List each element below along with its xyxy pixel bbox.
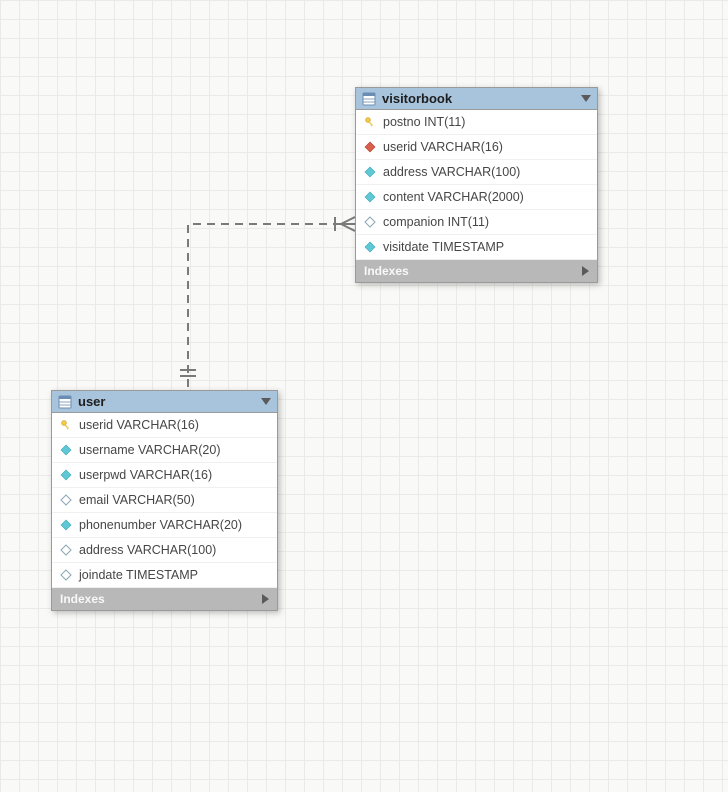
- nullable-icon: [364, 216, 376, 228]
- column-label: username VARCHAR(20): [79, 443, 220, 457]
- nullable-icon: [60, 544, 72, 556]
- not-null-icon: [364, 241, 376, 253]
- primary-key-icon: [60, 419, 72, 431]
- indexes-label: Indexes: [364, 264, 409, 278]
- column-label: postno INT(11): [383, 115, 465, 129]
- column-label: address VARCHAR(100): [79, 543, 216, 557]
- collapse-icon[interactable]: [261, 398, 271, 405]
- column-row[interactable]: userpwd VARCHAR(16): [52, 463, 277, 488]
- column-label: userid VARCHAR(16): [383, 140, 503, 154]
- column-label: visitdate TIMESTAMP: [383, 240, 504, 254]
- column-label: email VARCHAR(50): [79, 493, 195, 507]
- column-label: phonenumber VARCHAR(20): [79, 518, 242, 532]
- entity-header[interactable]: visitorbook: [356, 88, 597, 110]
- column-label: companion INT(11): [383, 215, 489, 229]
- column-label: userpwd VARCHAR(16): [79, 468, 212, 482]
- column-row[interactable]: visitdate TIMESTAMP: [356, 235, 597, 260]
- column-row[interactable]: userid VARCHAR(16): [356, 135, 597, 160]
- column-label: address VARCHAR(100): [383, 165, 520, 179]
- table-icon: [58, 395, 72, 409]
- nullable-icon: [60, 494, 72, 506]
- not-null-icon: [364, 191, 376, 203]
- column-row[interactable]: content VARCHAR(2000): [356, 185, 597, 210]
- indexes-label: Indexes: [60, 592, 105, 606]
- column-row[interactable]: userid VARCHAR(16): [52, 413, 277, 438]
- indexes-footer[interactable]: Indexes: [356, 260, 597, 282]
- not-null-icon: [60, 519, 72, 531]
- column-row[interactable]: address VARCHAR(100): [356, 160, 597, 185]
- entity-header[interactable]: user: [52, 391, 277, 413]
- indexes-footer[interactable]: Indexes: [52, 588, 277, 610]
- nullable-icon: [60, 569, 72, 581]
- not-null-icon: [364, 166, 376, 178]
- collapse-icon[interactable]: [581, 95, 591, 102]
- entity-title: visitorbook: [382, 91, 581, 106]
- primary-key-icon: [364, 116, 376, 128]
- column-label: joindate TIMESTAMP: [79, 568, 198, 582]
- column-row[interactable]: email VARCHAR(50): [52, 488, 277, 513]
- column-label: userid VARCHAR(16): [79, 418, 199, 432]
- foreign-key-icon: [364, 141, 376, 153]
- column-row[interactable]: username VARCHAR(20): [52, 438, 277, 463]
- expand-icon[interactable]: [582, 266, 589, 276]
- column-label: content VARCHAR(2000): [383, 190, 524, 204]
- column-row[interactable]: phonenumber VARCHAR(20): [52, 513, 277, 538]
- entity-visitorbook[interactable]: visitorbook postno INT(11) userid VARCHA…: [355, 87, 598, 283]
- expand-icon[interactable]: [262, 594, 269, 604]
- entity-title: user: [78, 394, 261, 409]
- table-icon: [362, 92, 376, 106]
- column-row[interactable]: companion INT(11): [356, 210, 597, 235]
- column-row[interactable]: joindate TIMESTAMP: [52, 563, 277, 588]
- not-null-icon: [60, 444, 72, 456]
- column-row[interactable]: postno INT(11): [356, 110, 597, 135]
- not-null-icon: [60, 469, 72, 481]
- column-row[interactable]: address VARCHAR(100): [52, 538, 277, 563]
- entity-user[interactable]: user userid VARCHAR(16) username VARCHAR…: [51, 390, 278, 611]
